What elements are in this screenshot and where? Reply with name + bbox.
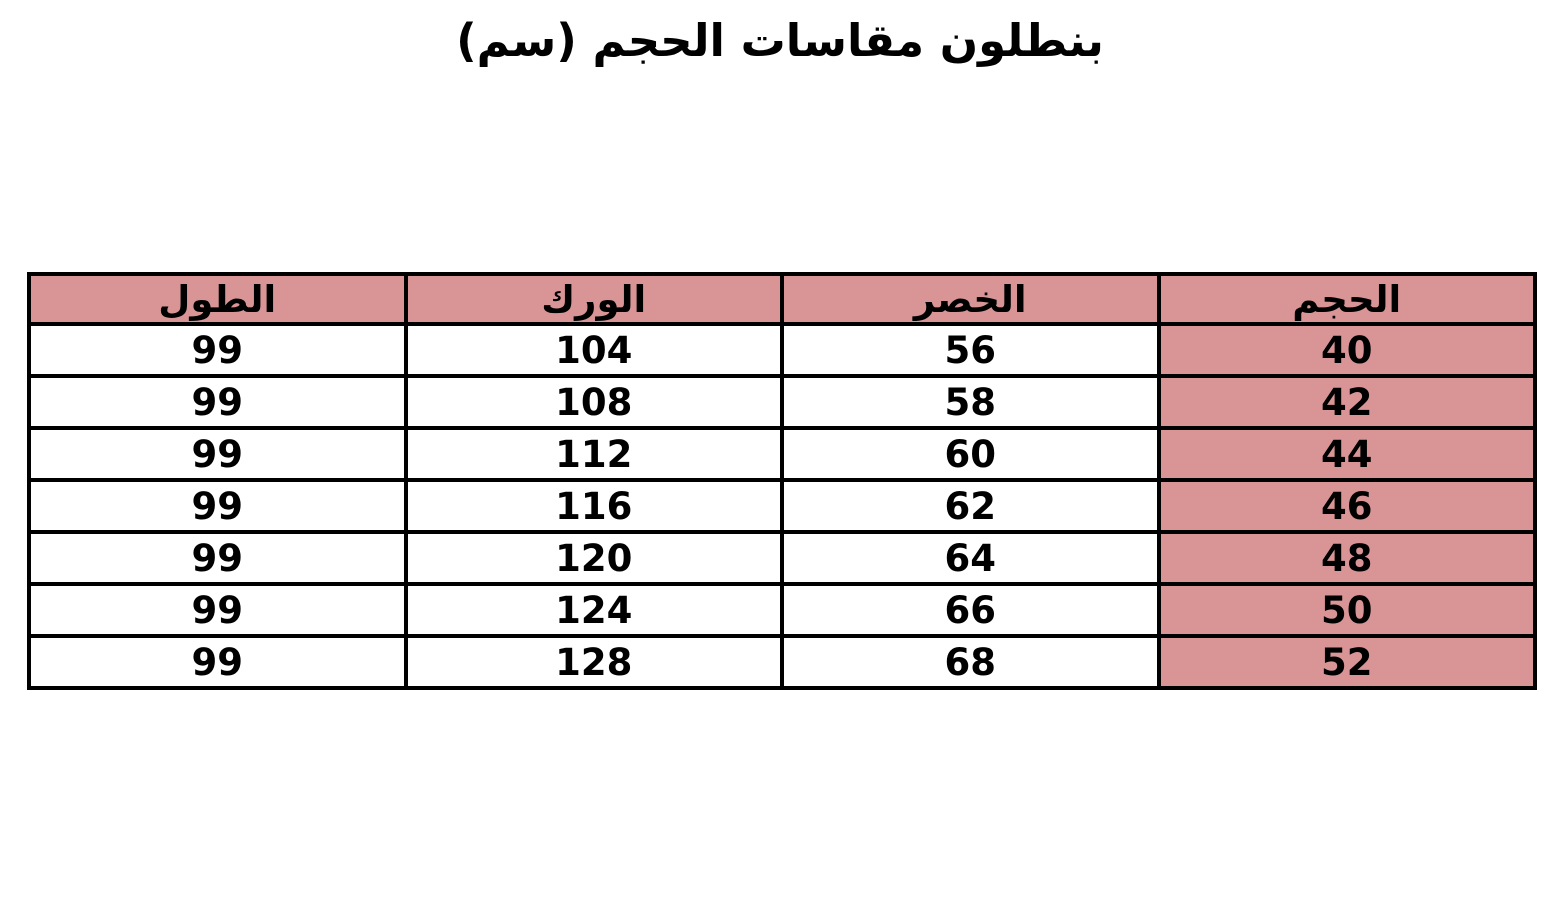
column-header-length: الطول bbox=[27, 272, 408, 326]
table-row: 50 66 124 99 bbox=[27, 582, 1537, 638]
cell-hip: 108 bbox=[403, 374, 784, 430]
cell-size: 46 bbox=[1156, 478, 1537, 534]
table-row: 42 58 108 99 bbox=[27, 374, 1537, 430]
cell-length: 99 bbox=[27, 374, 408, 430]
cell-size: 44 bbox=[1156, 426, 1537, 482]
cell-waist: 66 bbox=[780, 582, 1161, 638]
cell-size: 50 bbox=[1156, 582, 1537, 638]
cell-size: 42 bbox=[1156, 374, 1537, 430]
cell-hip: 124 bbox=[403, 582, 784, 638]
cell-waist: 60 bbox=[780, 426, 1161, 482]
cell-length: 99 bbox=[27, 634, 408, 690]
cell-hip: 104 bbox=[403, 322, 784, 378]
table-row: 48 64 120 99 bbox=[27, 530, 1537, 586]
cell-hip: 116 bbox=[403, 478, 784, 534]
cell-waist: 56 bbox=[780, 322, 1161, 378]
cell-length: 99 bbox=[27, 582, 408, 638]
cell-size: 52 bbox=[1156, 634, 1537, 690]
cell-length: 99 bbox=[27, 322, 408, 378]
table-row: 44 60 112 99 bbox=[27, 426, 1537, 482]
cell-hip: 128 bbox=[403, 634, 784, 690]
page-title: بنطلون مقاسات الحجم (سم) bbox=[456, 14, 1104, 67]
cell-length: 99 bbox=[27, 478, 408, 534]
size-chart-table: الحجم الخصر الورك الطول 40 56 104 99 42 58 108 99 4… bbox=[27, 272, 1537, 690]
table-row: 40 56 104 99 bbox=[27, 322, 1537, 378]
cell-length: 99 bbox=[27, 426, 408, 482]
cell-hip: 112 bbox=[403, 426, 784, 482]
cell-waist: 64 bbox=[780, 530, 1161, 586]
table-row: 46 62 116 99 bbox=[27, 478, 1537, 534]
cell-waist: 58 bbox=[780, 374, 1161, 430]
cell-size: 40 bbox=[1156, 322, 1537, 378]
column-header-size: الحجم bbox=[1156, 272, 1537, 326]
column-header-waist: الخصر bbox=[780, 272, 1161, 326]
table-body: 40 56 104 99 42 58 108 99 44 60 112 99 46 62 116 99 48 64… bbox=[27, 322, 1537, 690]
cell-waist: 62 bbox=[780, 478, 1161, 534]
table-row: 52 68 128 99 bbox=[27, 634, 1537, 690]
cell-size: 48 bbox=[1156, 530, 1537, 586]
cell-hip: 120 bbox=[403, 530, 784, 586]
table-header-row: الحجم الخصر الورك الطول bbox=[27, 272, 1537, 326]
cell-waist: 68 bbox=[780, 634, 1161, 690]
cell-length: 99 bbox=[27, 530, 408, 586]
column-header-hip: الورك bbox=[403, 272, 784, 326]
